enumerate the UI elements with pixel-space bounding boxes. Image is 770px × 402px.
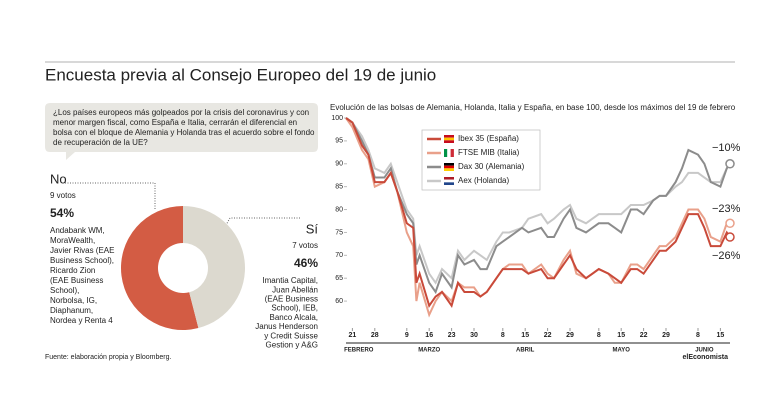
y-tick-label: 90 [335, 161, 343, 168]
flag [444, 137, 454, 141]
title: Encuesta previa al Consejo Europeo del 1… [45, 65, 436, 84]
month-label: MAYO [612, 348, 630, 354]
member: Imantia Capital, [262, 276, 318, 285]
flag [444, 182, 454, 185]
x-tick-label: 28 [371, 332, 379, 339]
member: Banco Alcala, [270, 313, 318, 322]
month-label: ABRIL [516, 348, 535, 354]
x-tick-label: 30 [470, 332, 478, 339]
y-tick-label: 80 [335, 206, 343, 213]
series-line [345, 117, 731, 295]
end-annotation: −10% [712, 142, 741, 154]
line-subtitle: Evolución de las bolsas de Alemania, Hol… [330, 103, 736, 112]
x-tick-label: 8 [597, 332, 601, 339]
value-label: 46% [294, 256, 318, 270]
votes: 7 votos [292, 241, 318, 250]
end-marker [725, 159, 735, 169]
legend-box [421, 129, 541, 191]
leader [221, 217, 300, 233]
x-tick-label: 15 [717, 332, 725, 339]
member: Andabank WM, [50, 226, 105, 235]
x-tick-label: 21 [349, 332, 357, 339]
x-tick-label: 8 [696, 332, 700, 339]
legend-label: Dax 30 (Alemania) [458, 162, 525, 171]
end-marker [725, 218, 735, 229]
x-tick-label: 15 [521, 332, 529, 339]
x-tick-label: 8 [501, 332, 505, 339]
flag [444, 140, 454, 143]
month-label: MARZO [418, 348, 440, 354]
x-tick-label: 9 [405, 332, 409, 339]
flag [444, 165, 454, 169]
x-tick-label: 22 [640, 332, 648, 339]
y-tick-label: 75 [335, 229, 343, 236]
value-label: 54% [50, 206, 74, 220]
member: Business School), [50, 256, 114, 265]
member: School), [50, 286, 79, 295]
y-tick-label: 100 [331, 115, 343, 122]
y-tick-label: 95 [335, 138, 343, 145]
leader [65, 182, 156, 210]
member: School), IEB, [271, 304, 318, 313]
flag [450, 149, 454, 157]
member: Gestion y A&G [266, 341, 318, 350]
member: MoraWealth, [50, 236, 95, 245]
month-label: FEBRERO [344, 348, 374, 354]
category-label: No [50, 171, 67, 186]
member: (EAE Business [50, 276, 103, 285]
member: (EAE Business [265, 295, 318, 304]
pie-slice [183, 206, 245, 329]
flag [444, 149, 448, 157]
member: Norbolsa, IG, [50, 296, 97, 305]
source: Fuente: elaboración propia y Bloomberg. [45, 354, 172, 361]
member: Ricardo Zion [50, 266, 95, 275]
legend-label: FTSE MIB (Italia) [458, 148, 520, 157]
x-tick-label: 23 [448, 332, 456, 339]
x-tick-label: 15 [617, 332, 625, 339]
question-line: de recuperación de la UE? [53, 138, 148, 147]
flag [444, 179, 454, 183]
y-tick-label: 65 [335, 275, 343, 282]
question-line: menor margen fiscal, como España e Itali… [53, 118, 297, 127]
member: Diaphanum, [50, 306, 93, 315]
x-tick-label: 29 [662, 332, 670, 339]
x-tick-label: 22 [544, 332, 552, 339]
member: Javier Rivas (EAE [50, 246, 114, 255]
legend-label: Ibex 35 (España) [458, 134, 519, 143]
flag [444, 168, 454, 171]
category-label: Sí [306, 221, 319, 236]
flag [444, 163, 454, 166]
member: y Credit Suisse [264, 331, 318, 340]
question-bubble [45, 103, 318, 160]
pie-slice [120, 206, 199, 330]
member: Janus Henderson [255, 322, 318, 331]
flag [444, 135, 454, 138]
series-line [345, 117, 730, 318]
x-tick-label: 29 [566, 332, 574, 339]
end-marker [725, 232, 735, 242]
question-line: bolsa con el bloque de Alemania y Holand… [53, 128, 315, 137]
end-annotation: −23% [712, 203, 741, 215]
question-line: ¿Los países europeos más golpeados por l… [53, 108, 309, 117]
votes: 9 votos [50, 191, 76, 200]
flag [444, 177, 454, 180]
y-tick-label: 60 [335, 298, 343, 305]
brand: elEconomista [682, 354, 728, 361]
month-label: JUNIO [695, 348, 714, 354]
y-tick-label: 85 [335, 184, 343, 191]
member: Nordea y Renta 4 [50, 316, 113, 325]
legend-label: Aex (Holanda) [458, 176, 509, 185]
end-annotation: −26% [712, 250, 741, 262]
member: Juan Abellán [272, 285, 318, 294]
x-tick-label: 16 [425, 332, 433, 339]
y-tick-label: 70 [335, 252, 343, 259]
flag [447, 149, 451, 157]
series-line [345, 117, 731, 308]
